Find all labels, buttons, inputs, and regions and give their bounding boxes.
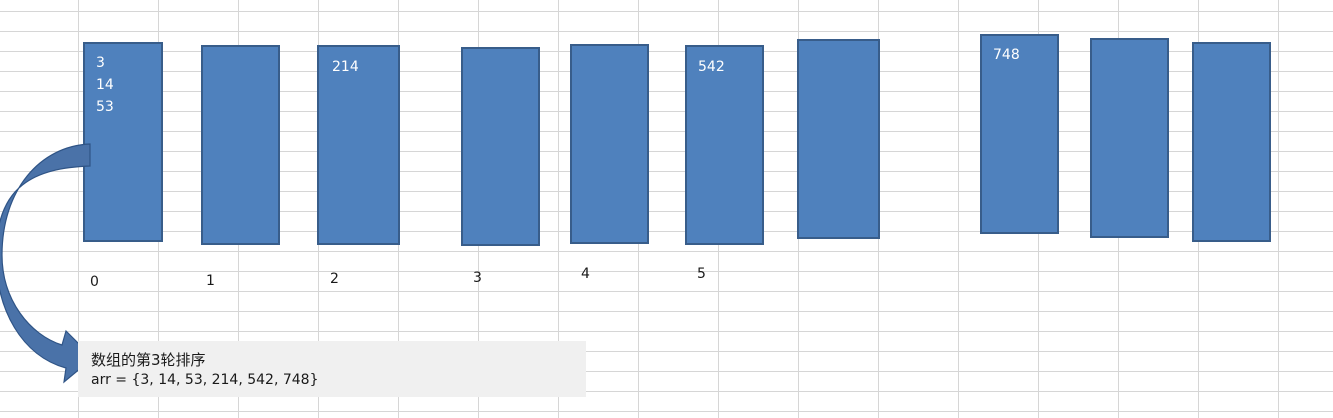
bucket-index-5: 5 bbox=[697, 266, 706, 282]
bucket-values: 748 bbox=[993, 44, 1020, 66]
bucket-index-3: 3 bbox=[473, 270, 482, 286]
note-box: 数组的第3轮排序 arr = {3, 14, 53, 214, 542, 748… bbox=[78, 341, 586, 397]
bucket-4 bbox=[570, 44, 649, 244]
bucket-7: 748 bbox=[980, 34, 1059, 234]
bucket-1 bbox=[201, 45, 280, 245]
note-title: 数组的第3轮排序 bbox=[91, 351, 206, 369]
bucket-index-2: 2 bbox=[330, 271, 339, 287]
bucket-6 bbox=[797, 39, 880, 239]
bucket-values: 3 14 53 bbox=[96, 52, 114, 118]
bucket-2: 214 bbox=[317, 45, 400, 245]
bucket-8 bbox=[1090, 38, 1169, 238]
bucket-index-1: 1 bbox=[206, 273, 215, 289]
bucket-0: 3 14 53 bbox=[83, 42, 163, 242]
bucket-value: 3 bbox=[96, 55, 105, 71]
bucket-3 bbox=[461, 47, 540, 246]
bucket-9 bbox=[1192, 42, 1271, 242]
bucket-index-4: 4 bbox=[581, 266, 590, 282]
bucket-values: 542 bbox=[698, 56, 725, 78]
bucket-value: 53 bbox=[96, 99, 114, 115]
bucket-5: 542 bbox=[685, 45, 764, 245]
bucket-value: 14 bbox=[96, 77, 114, 93]
bucket-values: 214 bbox=[332, 56, 359, 78]
bucket-index-0: 0 bbox=[90, 274, 99, 290]
bucket-value: 542 bbox=[698, 59, 725, 75]
bucket-value: 214 bbox=[332, 59, 359, 75]
bucket-value: 748 bbox=[993, 47, 1020, 63]
note-array: arr = {3, 14, 53, 214, 542, 748} bbox=[91, 372, 319, 388]
